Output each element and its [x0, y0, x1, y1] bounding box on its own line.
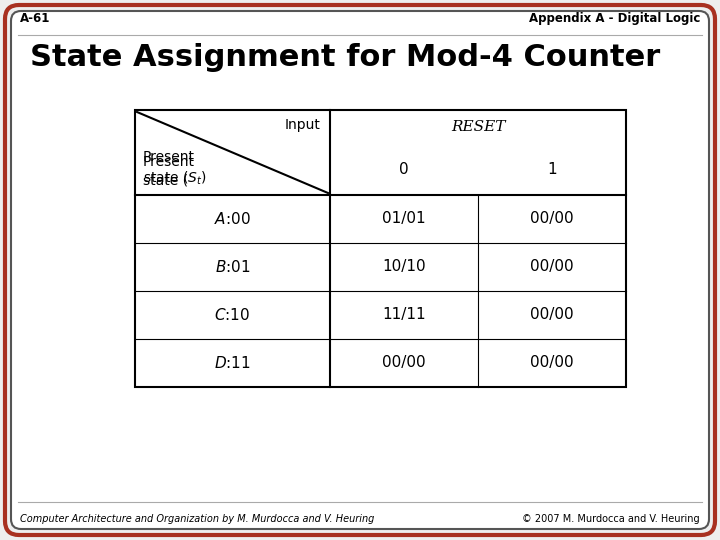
FancyBboxPatch shape — [11, 11, 709, 529]
Text: RESET: RESET — [451, 120, 505, 134]
Text: 00/00: 00/00 — [530, 307, 574, 322]
Bar — [135, 110, 626, 387]
Text: 01/01: 01/01 — [382, 212, 426, 226]
FancyBboxPatch shape — [5, 5, 715, 535]
Text: $D$:11: $D$:11 — [214, 355, 251, 371]
Text: 0: 0 — [399, 161, 409, 177]
Text: Present
state ($S_t$): Present state ($S_t$) — [143, 151, 207, 187]
Text: © 2007 M. Murdocca and V. Heuring: © 2007 M. Murdocca and V. Heuring — [523, 514, 700, 524]
Text: 00/00: 00/00 — [382, 355, 426, 370]
Text: Input: Input — [284, 118, 320, 132]
Text: A-61: A-61 — [20, 12, 50, 25]
Bar — [135, 110, 626, 387]
Text: Computer Architecture and Organization by M. Murdocca and V. Heuring: Computer Architecture and Organization b… — [20, 514, 374, 524]
Text: 1: 1 — [547, 161, 557, 177]
Text: 00/00: 00/00 — [530, 355, 574, 370]
Text: 00/00: 00/00 — [530, 212, 574, 226]
Text: 10/10: 10/10 — [382, 260, 426, 274]
Text: $A$:00: $A$:00 — [214, 211, 251, 227]
Text: Appendix A - Digital Logic: Appendix A - Digital Logic — [528, 12, 700, 25]
Text: 11/11: 11/11 — [382, 307, 426, 322]
Text: $B$:01: $B$:01 — [215, 259, 251, 275]
Text: 00/00: 00/00 — [530, 260, 574, 274]
Text: State Assignment for Mod-4 Counter: State Assignment for Mod-4 Counter — [30, 43, 660, 72]
Text: $C$:10: $C$:10 — [215, 307, 251, 323]
Text: Present
state (: Present state ( — [143, 154, 195, 187]
